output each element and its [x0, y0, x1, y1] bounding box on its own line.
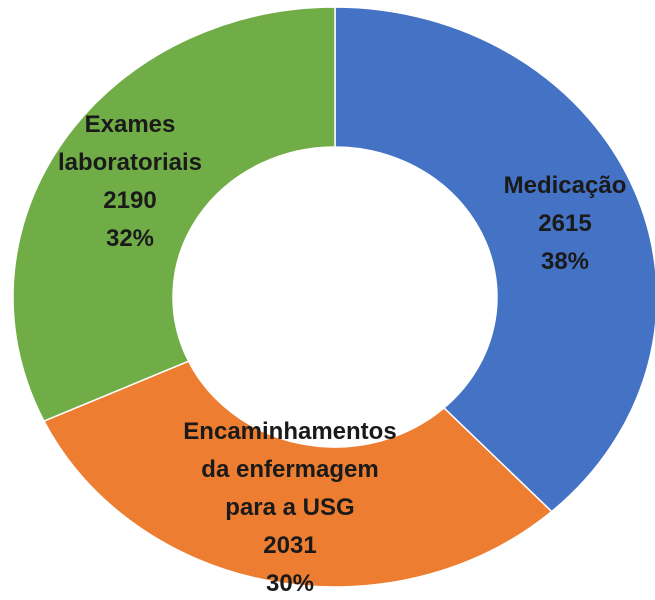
data-label: Encaminhamentos da enfermagem para a USG…	[130, 413, 450, 600]
percent-label: 32%	[105, 225, 155, 252]
category-label: Medicação	[503, 172, 627, 199]
percent-label: 30%	[265, 570, 315, 597]
slice	[42, 360, 553, 588]
slice	[334, 6, 655, 513]
value-label: 2190	[103, 187, 157, 214]
slice	[12, 6, 336, 423]
value-label: 2615	[538, 210, 592, 237]
data-label: Exames laboratoriais 2190 32%	[0, 106, 290, 258]
category-label: Exames laboratoriais	[57, 111, 203, 176]
value-label: 2031	[263, 532, 317, 559]
percent-label: 38%	[540, 248, 590, 275]
data-label: Medicação 2615 38%	[405, 167, 655, 281]
category-label: Encaminhamentos da enfermagem para a USG	[183, 418, 397, 521]
